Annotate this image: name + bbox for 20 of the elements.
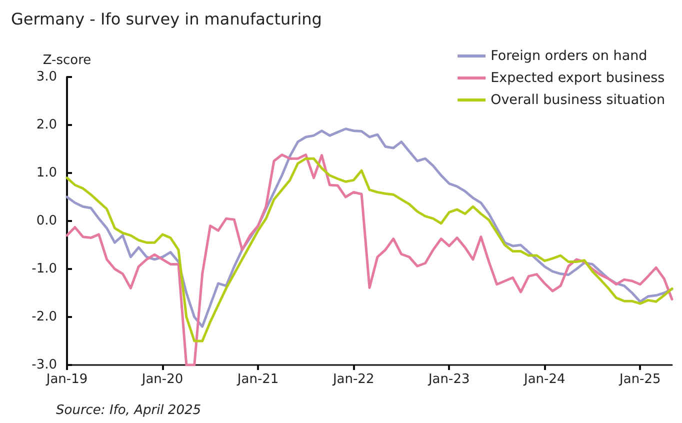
y-tick-label: 2.0: [36, 118, 57, 132]
x-tick-label: Jan-24: [522, 372, 566, 387]
chart-title: Germany - Ifo survey in manufacturing: [11, 10, 322, 28]
legend-label: Expected export business: [490, 70, 665, 86]
x-tick-label: Jan-21: [236, 372, 279, 387]
y-tick-label: -2.0: [32, 310, 57, 324]
y-tick-label: -1.0: [32, 262, 57, 276]
legend-label: Foreign orders on hand: [490, 48, 648, 64]
x-tick-label: Jan-20: [140, 372, 184, 387]
y-axis-title: Z-score: [42, 53, 92, 68]
legend-label: Overall business situation: [490, 92, 666, 108]
y-tick-label: 0.0: [36, 214, 57, 228]
x-tick-label: Jan-22: [332, 372, 374, 387]
x-tick-label: Jan-19: [45, 372, 88, 387]
y-tick-label: 1.0: [36, 166, 57, 180]
y-tick-label: 3.0: [36, 70, 57, 84]
x-tick-label: Jan-23: [427, 372, 470, 387]
y-tick-label: -3.0: [32, 358, 57, 372]
source-note: Source: Ifo, April 2025: [56, 403, 202, 418]
x-tick-label: Jan-25: [618, 372, 661, 387]
